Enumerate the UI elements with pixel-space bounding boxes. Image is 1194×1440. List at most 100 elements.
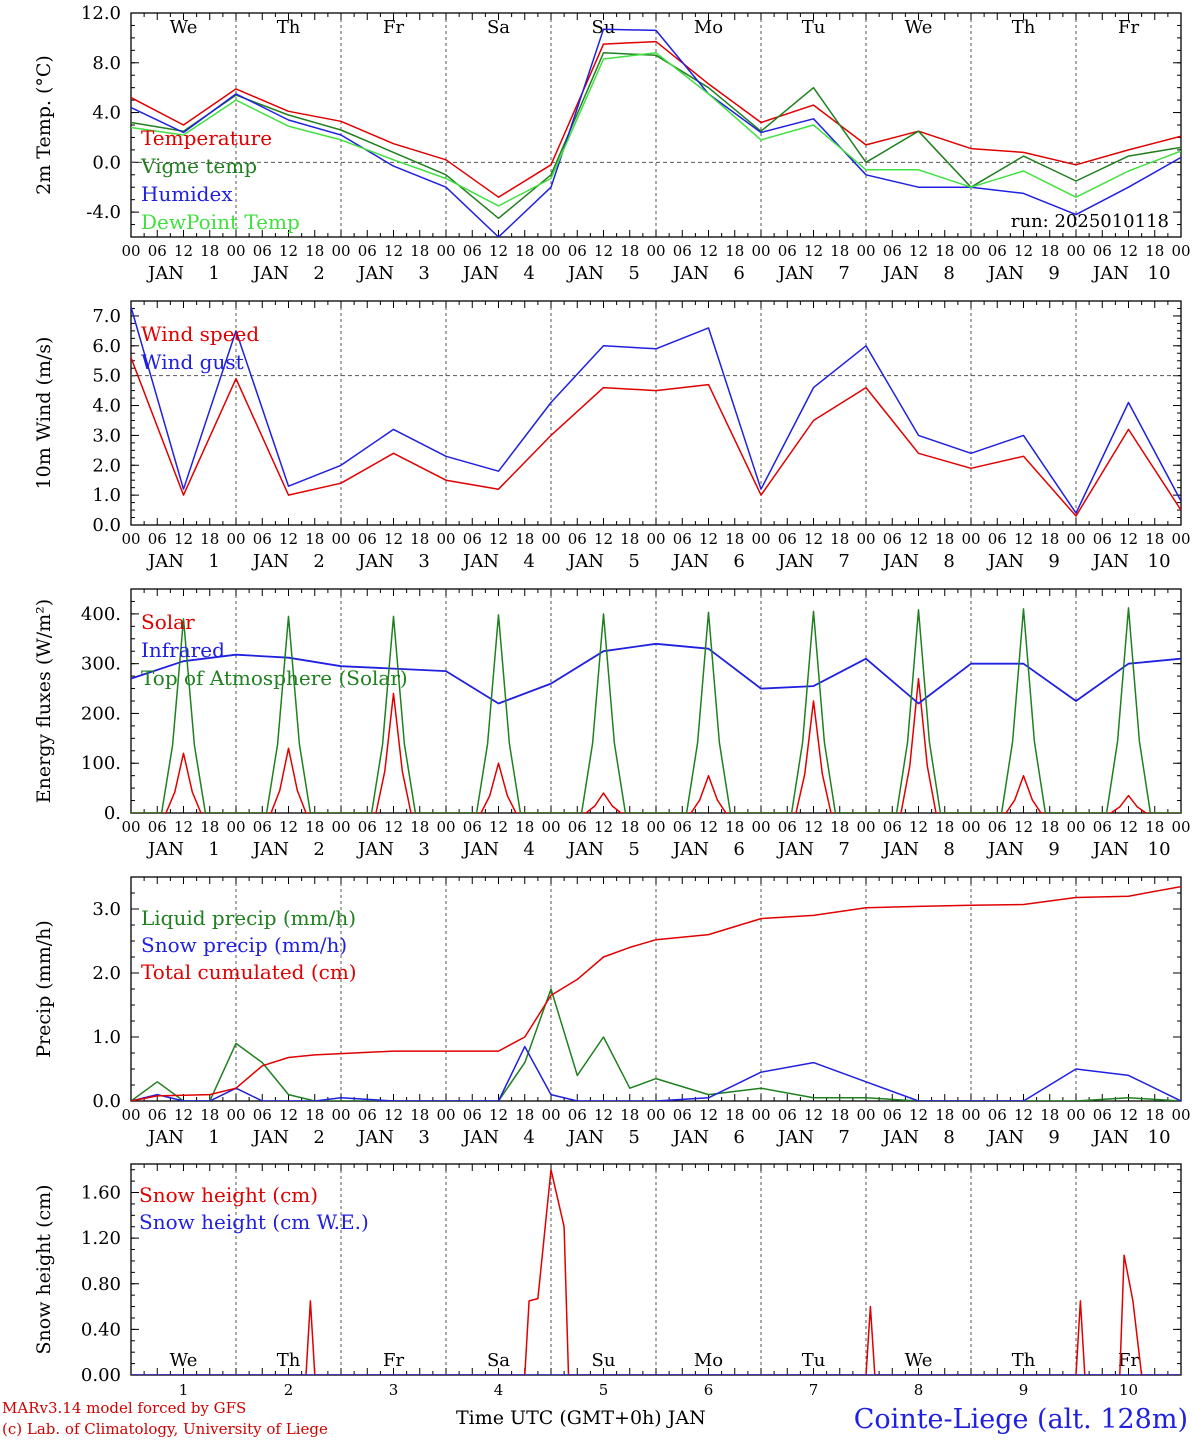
hour-tick-label: 06: [148, 530, 167, 548]
month-label: JAN: [461, 839, 499, 860]
legend-entry: Solar: [141, 610, 195, 634]
day-number-label: 9: [1048, 551, 1059, 572]
month-label: JAN: [566, 263, 604, 284]
hour-tick-label: 06: [463, 530, 482, 548]
day-of-week-label: Sa: [487, 17, 510, 38]
y-tick-label: 2.0: [92, 455, 121, 476]
hour-tick-label: 00: [226, 530, 245, 548]
hour-tick-label: 18: [935, 530, 954, 548]
hour-tick-label: 00: [751, 1106, 770, 1124]
hour-tick-label: 06: [883, 1106, 902, 1124]
hour-tick-label: 00: [331, 1106, 350, 1124]
day-number-label: 1: [208, 551, 219, 572]
hour-tick-label: 18: [620, 530, 639, 548]
hour-tick-label: 06: [1093, 818, 1112, 836]
day-number-label: 9: [1048, 1127, 1059, 1148]
legend-entry: Wind speed: [141, 322, 259, 346]
hour-tick-label: 12: [174, 242, 193, 260]
hour-tick-label: 18: [1040, 1106, 1059, 1124]
model-credit: MARv3.14 model forced by GFS: [2, 1399, 246, 1417]
hour-tick-label: 06: [568, 242, 587, 260]
day-number-label: 10: [1148, 1127, 1171, 1148]
y-axis-label: Precip (mm/h): [33, 920, 55, 1058]
month-label: JAN: [776, 839, 814, 860]
hour-tick-label: 06: [1093, 1106, 1112, 1124]
y-tick-label: 400.: [81, 604, 121, 625]
series-line-1: [131, 357, 1181, 517]
hour-tick-label: 18: [410, 530, 429, 548]
hour-tick-label: 12: [1119, 1106, 1138, 1124]
hour-tick-label: 06: [673, 818, 692, 836]
day-of-week-label: Th: [1012, 1350, 1036, 1371]
day-number-label: 1: [208, 263, 219, 284]
hour-tick-label: 00: [961, 1106, 980, 1124]
hour-tick-label: 00: [121, 1106, 140, 1124]
hour-tick-label: 12: [279, 530, 298, 548]
month-label: JAN: [146, 551, 184, 572]
series-line-3: [131, 28, 1181, 237]
hour-tick-label: 18: [515, 818, 534, 836]
month-label: JAN: [671, 839, 709, 860]
day-number-label: 7: [809, 1381, 819, 1399]
hour-tick-label: 18: [1145, 530, 1164, 548]
month-label: JAN: [1091, 1127, 1129, 1148]
hour-tick-label: 06: [988, 1106, 1007, 1124]
month-label: JAN: [671, 1127, 709, 1148]
hour-tick-label: 06: [253, 1106, 272, 1124]
y-tick-label: 200.: [81, 703, 121, 724]
month-label: JAN: [671, 263, 709, 284]
hour-tick-label: 18: [620, 818, 639, 836]
series-lines: [131, 28, 1181, 237]
hour-tick-label: 12: [279, 1106, 298, 1124]
hour-tick-label: 06: [988, 530, 1007, 548]
hour-tick-label: 00: [961, 242, 980, 260]
hour-tick-label: 00: [856, 818, 875, 836]
hour-tick-label: 12: [594, 1106, 613, 1124]
series-lines: [131, 885, 1181, 1101]
hour-tick-label: 12: [174, 818, 193, 836]
hour-tick-label: 18: [515, 530, 534, 548]
hour-tick-label: 18: [725, 530, 744, 548]
legend-entry: Top of Atmosphere (Solar): [141, 666, 408, 690]
panel-5: 0.00 0.40 0.80 1.20 1.60 Snow height (cm) We Th…: [33, 1163, 1182, 1399]
hour-tick-label: 12: [699, 242, 718, 260]
hour-tick-label: 00: [226, 242, 245, 260]
day-number-label: 8: [943, 263, 954, 284]
legend-entry: Snow height (cm W.E.): [139, 1210, 369, 1234]
day-number-label: 8: [914, 1381, 924, 1399]
series-line-3: [131, 607, 1181, 813]
hour-tick-label: 06: [148, 1106, 167, 1124]
hour-tick-label: 18: [200, 1106, 219, 1124]
day-of-week-label: Fr: [383, 17, 404, 38]
hour-tick-label: 06: [778, 818, 797, 836]
hour-tick-label: 00: [121, 818, 140, 836]
series-line-1: [131, 1168, 1181, 1375]
y-tick-label: 4.0: [92, 103, 121, 124]
panel-1: -4.0 0.0 4.0 8.0 12.0 2m Temp. (°C) We Th Fr Sa Su…: [33, 3, 1191, 284]
hour-tick-label: 12: [174, 1106, 193, 1124]
y-tick-label: -4.0: [86, 202, 121, 223]
day-number-label: 4: [494, 1381, 504, 1399]
hour-tick-label: 12: [1119, 242, 1138, 260]
hour-tick-label: 00: [1171, 818, 1190, 836]
hour-tick-label: 00: [961, 530, 980, 548]
hour-tick-label: 00: [541, 242, 560, 260]
month-label: JAN: [986, 839, 1024, 860]
day-of-week-label: Mo: [694, 17, 723, 38]
y-tick-label: 3.0: [92, 899, 121, 920]
hour-tick-label: 18: [935, 818, 954, 836]
day-of-week-label: We: [170, 1350, 198, 1371]
hour-tick-label: 12: [1119, 818, 1138, 836]
hour-tick-label: 00: [751, 530, 770, 548]
hour-tick-label: 06: [568, 530, 587, 548]
hour-tick-label: 18: [1145, 818, 1164, 836]
hour-tick-label: 00: [436, 818, 455, 836]
hour-tick-label: 12: [489, 818, 508, 836]
month-label: JAN: [146, 839, 184, 860]
series-line-3: [131, 885, 1181, 1101]
hour-tick-label: 00: [751, 242, 770, 260]
month-label: JAN: [566, 839, 604, 860]
hour-tick-label: 12: [804, 530, 823, 548]
